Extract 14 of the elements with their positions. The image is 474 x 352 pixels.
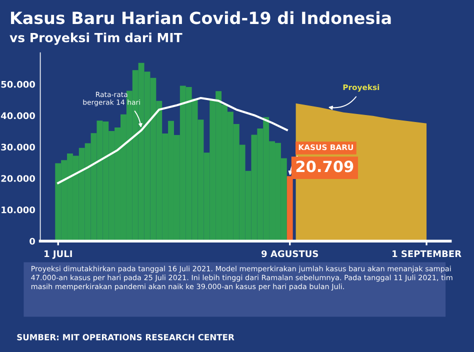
y-tick-label: 50.000	[1, 80, 35, 88]
y-tick-label: 40.000	[1, 112, 35, 120]
y-tick-label: 10.000	[2, 206, 35, 214]
x-tick-label: 9 AGUSTUS	[262, 250, 318, 258]
y-tick-label: 20.000	[1, 175, 35, 182]
data-label: 20.709	[296, 160, 354, 172]
line-series	[57, 96, 288, 184]
x-tick-label: 1 SEPTEMBER	[392, 250, 462, 258]
text: SUMBER: MIT OPERATIONS RESEARCH CENTER	[17, 334, 234, 340]
x-tick-label: 1 JULI	[44, 250, 72, 259]
y-tick-label: 30.000	[1, 144, 35, 151]
chart-title: Kasus Baru Harian Covid-19 di Indonesia	[11, 11, 391, 24]
chart-subtitle: vs Proyeksi Tim dari MIT	[10, 32, 182, 45]
y-tick-label: 0	[30, 238, 35, 245]
